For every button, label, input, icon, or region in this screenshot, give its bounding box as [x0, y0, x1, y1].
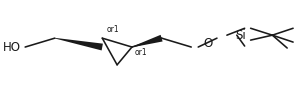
Polygon shape	[55, 38, 103, 50]
Text: or1: or1	[135, 48, 147, 57]
Text: Si: Si	[235, 29, 246, 42]
Text: or1: or1	[106, 25, 119, 34]
Text: HO: HO	[3, 40, 21, 54]
Polygon shape	[132, 35, 163, 47]
Text: O: O	[203, 37, 213, 50]
